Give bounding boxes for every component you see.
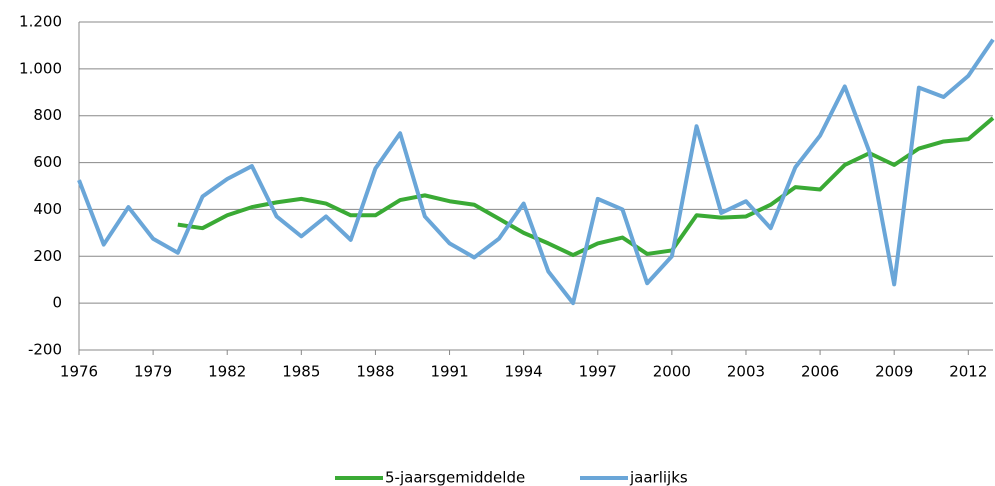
x-tick-label: 1988	[356, 363, 394, 381]
x-tick-label: 2012	[949, 363, 987, 381]
x-tick-label: 1994	[505, 363, 543, 381]
legend-label: 5-jaarsgemiddelde	[385, 469, 525, 486]
x-tick-label: 1982	[208, 363, 246, 381]
x-tick-label: 1979	[134, 363, 172, 381]
legend-label: jaarlijks	[629, 469, 688, 486]
series-line	[77, 38, 995, 306]
y-tick-label: 600	[33, 153, 62, 171]
x-tick-label: 2000	[653, 363, 691, 381]
x-tick-label: 2009	[875, 363, 913, 381]
x-tick-label: 1997	[579, 363, 617, 381]
x-tick-label: 1976	[60, 363, 98, 381]
y-tick-label: 0	[52, 294, 62, 312]
y-tick-label: 1.200	[19, 13, 62, 31]
y-tick-label: 400	[33, 200, 62, 218]
x-tick-label: 1991	[430, 363, 468, 381]
x-tick-label: 1985	[282, 363, 320, 381]
x-tick-label: 2003	[727, 363, 765, 381]
y-tick-label: 200	[33, 247, 62, 265]
x-tick-label: 2006	[801, 363, 839, 381]
y-tick-label: 1.000	[19, 59, 62, 77]
y-tick-label: 800	[33, 106, 62, 124]
y-tick-label: -200	[28, 341, 62, 359]
